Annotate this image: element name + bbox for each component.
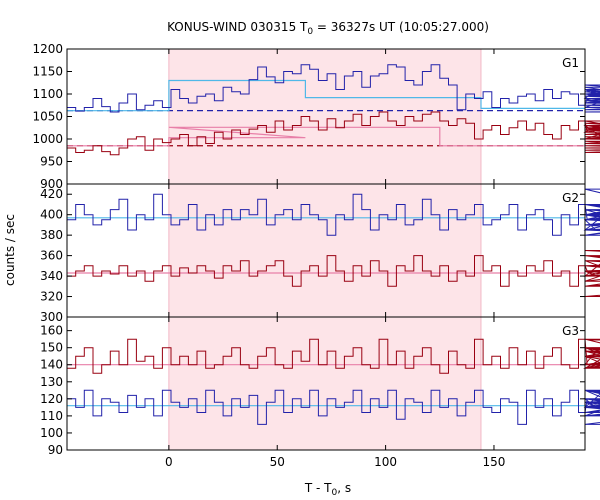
panel-g2-ytick-label: 400 — [40, 208, 63, 222]
panel-g1-fit-2 — [67, 126, 585, 147]
xtick-label: 150 — [483, 455, 506, 469]
panel-g2-ytick-label: 380 — [40, 228, 63, 242]
panel-g3-highlight — [168, 317, 481, 450]
panel-g3-series-2 — [67, 338, 600, 374]
chart-title-prefix: KONUS-WIND 030315 T — [167, 20, 308, 34]
panel-g2-ytick-label: 320 — [40, 290, 63, 304]
panel-g3-label: G3 — [562, 324, 579, 338]
panel-g1-fit-1 — [67, 79, 585, 112]
x-axis-label-subscript: 0 — [332, 488, 338, 498]
chart-title-suffix: = 36327s UT (10:05:27.000) — [313, 20, 489, 34]
panel-g3-ytick-label: 100 — [40, 426, 63, 440]
panel-g3-ytick-label: 150 — [40, 341, 63, 355]
xtick-label: 100 — [374, 455, 397, 469]
panel-g3-ytick-label: 130 — [40, 375, 63, 389]
panel-g2-ytick-label: 360 — [40, 249, 63, 263]
panel-g1-ytick-label: 950 — [40, 155, 63, 169]
x-axis-label: T - T0, s — [304, 481, 351, 498]
panel-g2-ytick-label: 300 — [40, 310, 63, 324]
panel-g3-ytick-label: 140 — [40, 358, 63, 372]
panel-g1-ytick-label: 1000 — [32, 132, 63, 146]
chart-title-subscript: 0 — [307, 27, 313, 37]
panel-g2-label: G2 — [562, 191, 579, 205]
panel-g3-frame — [66, 316, 586, 451]
panel-g3-ytick-label: 90 — [48, 443, 63, 457]
panel-g3-series-1 — [67, 389, 600, 425]
xtick-label: 0 — [165, 455, 173, 469]
x-axis-label-prefix: T - T — [304, 481, 332, 495]
ticks-layer: G190095010001050110011501200G23003203403… — [32, 42, 585, 469]
y-axis-label: counts / sec — [3, 214, 17, 286]
panel-g3-ytick-label: 160 — [40, 324, 63, 338]
panel-g2-series-2 — [67, 250, 600, 297]
panel-g1-series-1 — [67, 64, 600, 113]
panel-g2-series-1 — [67, 188, 600, 236]
panels-layer — [67, 64, 600, 425]
panel-g2-ytick-label: 340 — [40, 269, 63, 283]
x-axis-label-suffix: , s — [337, 481, 351, 495]
panel-g2-ytick-label: 420 — [40, 187, 63, 201]
panel-g2-highlight — [168, 184, 481, 317]
panel-g1-series-2 — [67, 111, 600, 156]
panel-g1-ytick-label: 1100 — [32, 87, 63, 101]
panel-g1-ytick-label: 1150 — [32, 65, 63, 79]
panel-g3-ytick-label: 120 — [40, 392, 63, 406]
panel-g1-highlight — [168, 49, 481, 184]
xtick-label: 50 — [270, 455, 285, 469]
panel-g1-ytick-label: 1050 — [32, 110, 63, 124]
panel-g1-ytick-label: 1200 — [32, 42, 63, 56]
chart-title: KONUS-WIND 030315 T0 = 36327s UT (10:05:… — [167, 20, 489, 37]
panel-g1-label: G1 — [562, 56, 579, 70]
panel-g3-ytick-label: 110 — [40, 409, 63, 423]
panel-g1-ytick-label: 900 — [40, 177, 63, 191]
